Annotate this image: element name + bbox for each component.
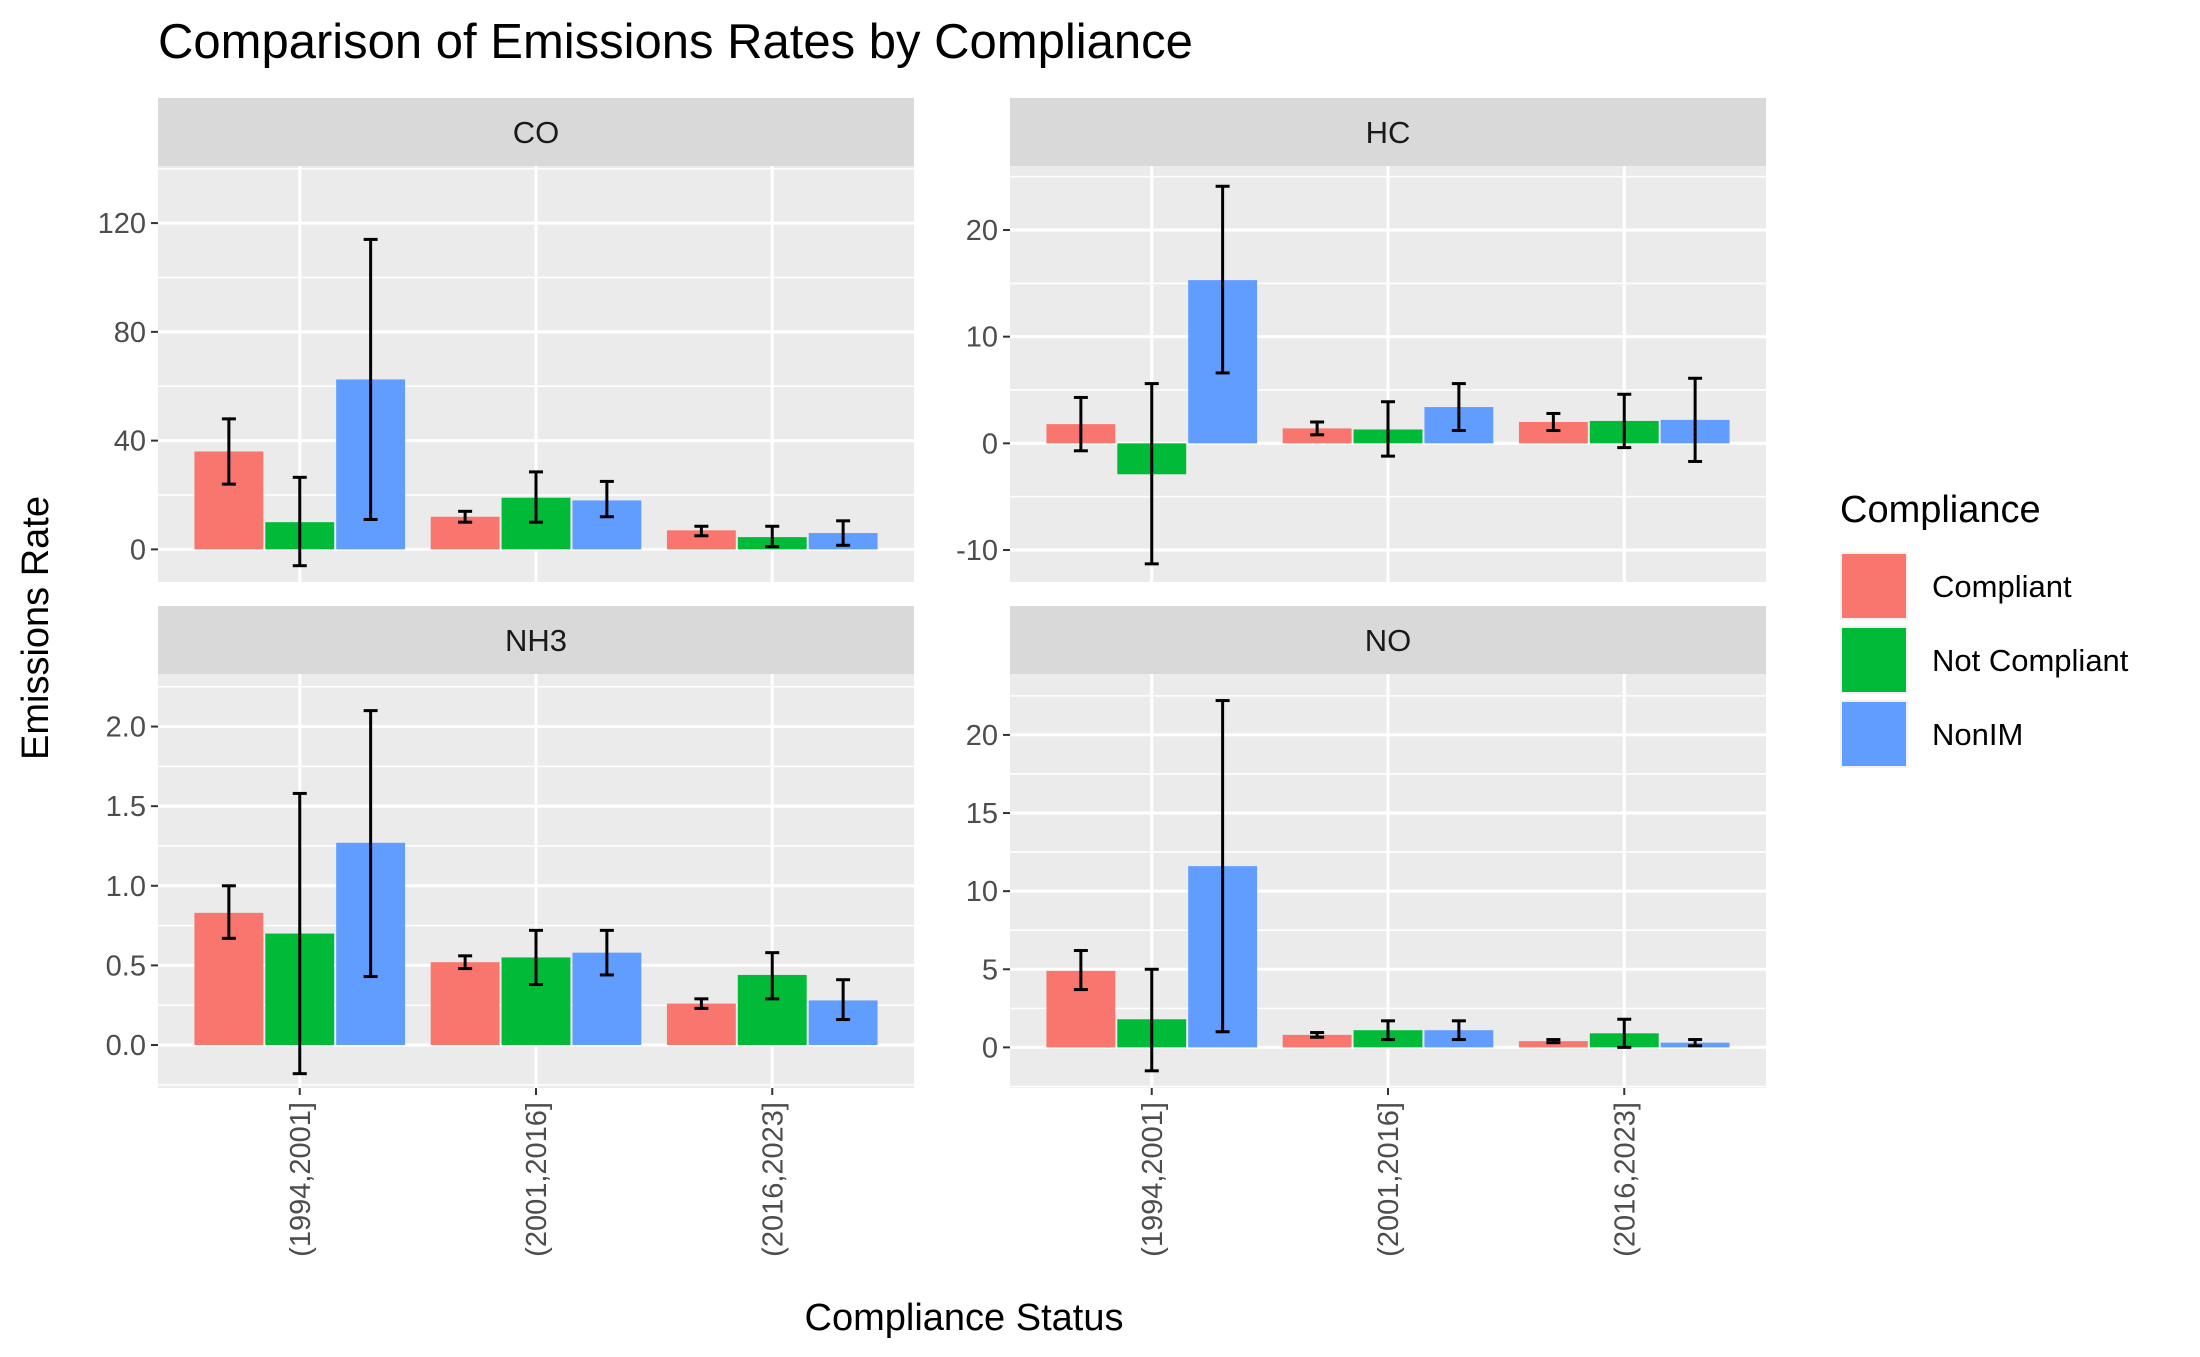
chart-panels: CO 0 40 80 120 HC -10 0 10 20 NH3 0.0 0.5 1.0 1.5 2.0 (1… — [98, 98, 1766, 1257]
y-tick-label: 5 — [982, 954, 998, 986]
y-axis-title: Emissions Rate — [15, 496, 57, 760]
legend-label: Compliant — [1932, 569, 2072, 604]
bar-compliant — [1282, 1034, 1352, 1048]
y-tick-label: 0 — [130, 534, 146, 566]
y-tick-label: 1.5 — [106, 791, 146, 823]
facet-strip-label: NH3 — [505, 623, 567, 658]
y-tick-label: 0.5 — [106, 950, 146, 982]
y-tick-label: 15 — [966, 798, 998, 830]
facet-panel-hc: HC -10 0 10 20 — [956, 98, 1766, 582]
y-tick-label: 0.0 — [106, 1030, 146, 1062]
bar-compliant — [430, 962, 500, 1046]
chart-title: Comparison of Emissions Rates by Complia… — [158, 15, 1193, 69]
legend-label: Not Compliant — [1932, 643, 2129, 678]
facet-strip-label: CO — [513, 115, 560, 150]
x-tick-label: (2016,2023] — [757, 1102, 789, 1257]
legend-swatch-nonim — [1842, 702, 1906, 766]
legend-swatch-not-compliant — [1842, 628, 1906, 692]
y-tick-label: 20 — [966, 215, 998, 247]
x-tick-label: (2016,2023] — [1609, 1102, 1641, 1257]
y-tick-label: 20 — [966, 720, 998, 752]
x-tick-label: (2001,2016] — [1373, 1102, 1405, 1257]
x-axis-title: Compliance Status — [805, 1297, 1124, 1339]
bar-compliant — [1518, 422, 1588, 444]
y-tick-label: 0 — [982, 1032, 998, 1064]
facet-panel-nh3: NH3 0.0 0.5 1.0 1.5 2.0 (1994,2001] (2001,2016]… — [106, 606, 914, 1257]
y-tick-label: -10 — [956, 535, 998, 567]
facet-strip — [158, 98, 914, 166]
x-tick-label: (1994,2001] — [285, 1102, 317, 1257]
x-tick-label: (1994,2001] — [1137, 1102, 1169, 1257]
y-tick-label: 120 — [98, 208, 146, 240]
facet-strip — [158, 606, 914, 674]
facet-strip — [1010, 606, 1766, 674]
legend-swatch-compliant — [1842, 554, 1906, 618]
legend: Compliance Compliant Not Compliant NonIM — [1840, 489, 2129, 768]
facet-panel-co: CO 0 40 80 120 — [98, 98, 914, 582]
x-tick-label: (2001,2016] — [521, 1102, 553, 1257]
legend-label: NonIM — [1932, 717, 2023, 752]
y-tick-label: 40 — [114, 426, 146, 458]
bar-compliant — [666, 530, 736, 550]
y-tick-label: 2.0 — [106, 712, 146, 744]
bar-compliant — [1518, 1041, 1588, 1048]
facet-strip-label: NO — [1365, 623, 1412, 658]
bar-compliant — [666, 1003, 736, 1046]
legend-title: Compliance — [1840, 489, 2041, 531]
y-tick-label: 10 — [966, 876, 998, 908]
y-tick-label: 0 — [982, 428, 998, 460]
y-tick-label: 80 — [114, 317, 146, 349]
facet-strip-label: HC — [1366, 115, 1411, 150]
facet-panel-no: NO 0 5 10 15 20 (1994,2001] (2001,2016] (2016,20… — [966, 606, 1766, 1257]
facet-strip — [1010, 98, 1766, 166]
y-tick-label: 10 — [966, 322, 998, 354]
y-tick-label: 1.0 — [106, 871, 146, 903]
